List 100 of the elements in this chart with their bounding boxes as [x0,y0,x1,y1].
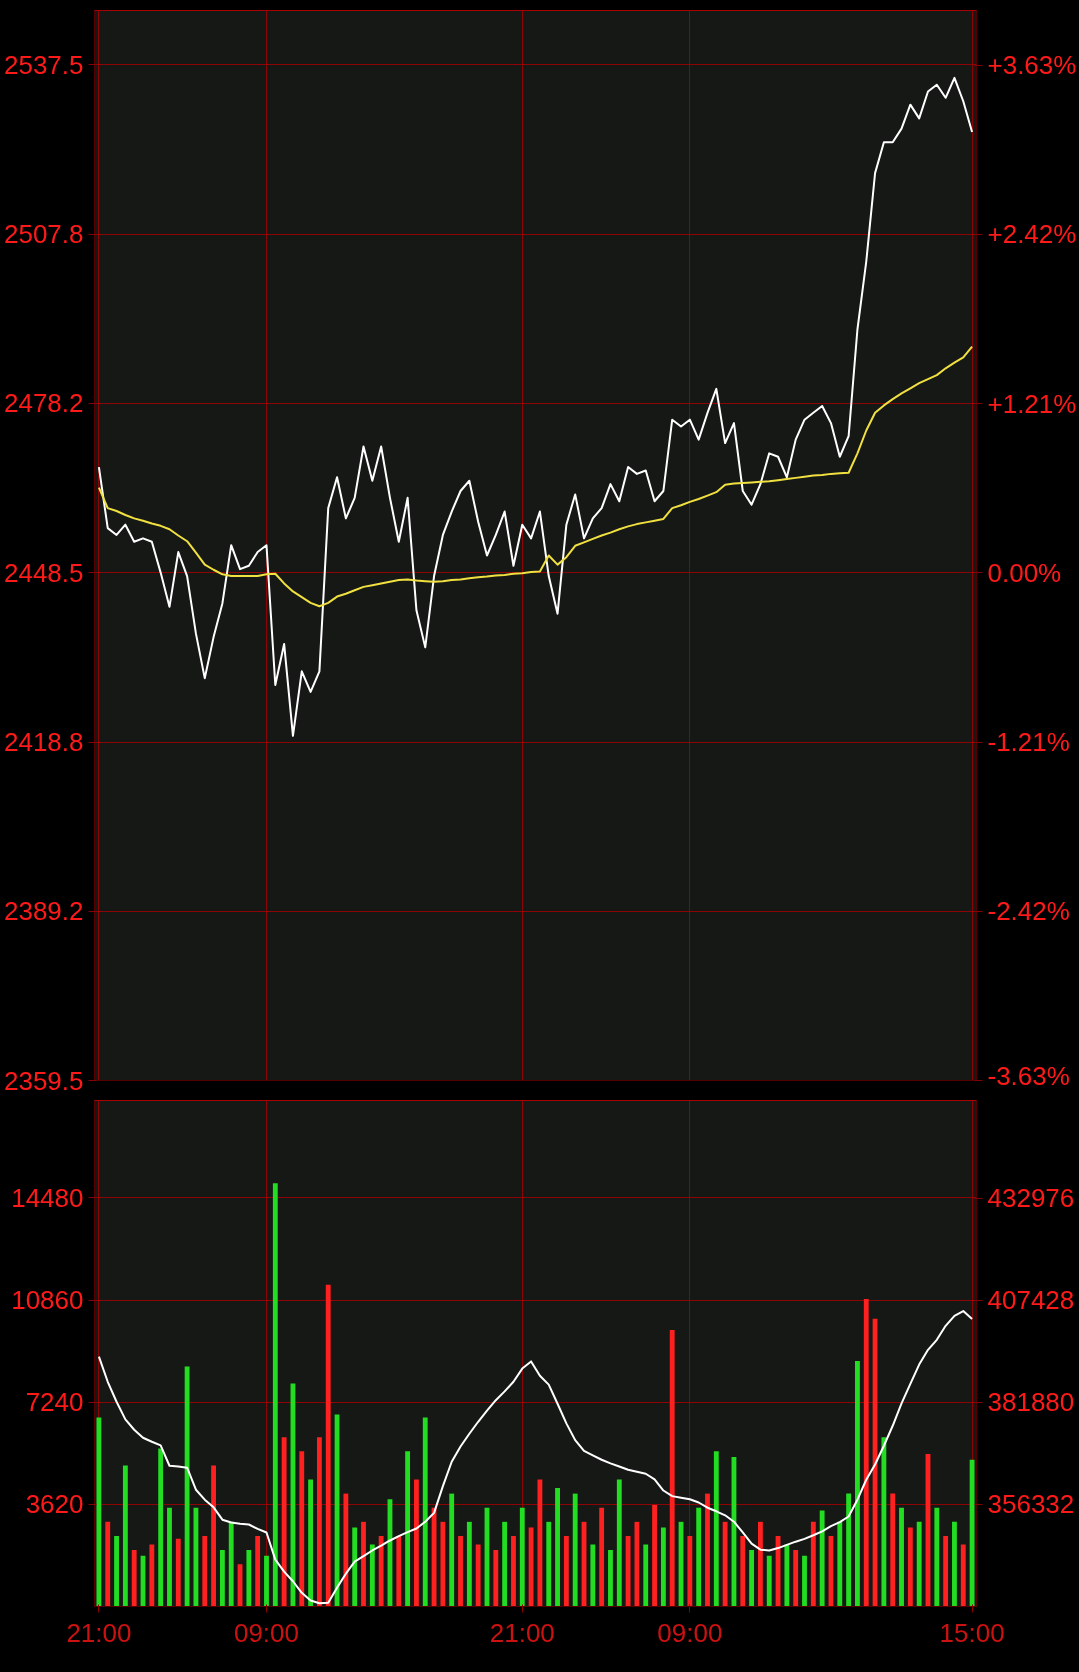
y-tick-label: 7240 [25,1387,84,1418]
bar [907,1527,913,1607]
bar [793,1550,799,1607]
bar [572,1493,578,1607]
y2-tick-label: +2.42% [987,219,1077,250]
bar [846,1493,852,1607]
bar [422,1417,428,1607]
y-tick-label: 10860 [11,1285,84,1316]
bar [343,1493,349,1607]
bar [916,1521,922,1607]
bar [960,1544,966,1607]
bar [114,1535,119,1607]
bar [555,1487,560,1607]
bar [952,1521,957,1607]
line-series [97,345,974,608]
bar [528,1527,534,1607]
bar [599,1507,605,1607]
x-tick-label: 09:00 [657,1617,723,1648]
bar [211,1465,216,1607]
y-tick-label: 2448.5 [3,557,84,588]
bar [643,1544,649,1607]
bar [705,1493,710,1607]
bar [899,1507,904,1607]
y2-tick-label: 356332 [987,1489,1075,1520]
bar [405,1451,411,1607]
y-tick-label: 2389.2 [3,896,84,927]
bar [749,1550,755,1607]
bar [766,1555,772,1607]
bar [757,1521,763,1607]
y-tick-label: 2418.8 [3,727,84,758]
bar [475,1544,481,1607]
bar [590,1544,596,1607]
y-tick-label: 2478.2 [3,388,84,419]
bar [449,1493,455,1607]
bar [563,1535,569,1607]
bar [466,1521,472,1607]
y2-tick-label: -3.63% [987,1060,1070,1091]
bar [255,1535,261,1607]
bar [934,1507,940,1607]
bar [228,1521,234,1607]
bar [105,1521,111,1607]
bar [625,1535,631,1607]
y2-tick-label: 432976 [987,1183,1075,1214]
bar [369,1544,375,1607]
bar [802,1555,807,1607]
x-tick-label: 09:00 [233,1617,300,1648]
bar [546,1521,552,1607]
bar [281,1437,287,1607]
bar [202,1535,208,1607]
bar [511,1535,516,1607]
y-tick-label: 2359.5 [3,1065,84,1096]
bar [660,1527,666,1607]
y2-tick-label: 0.00% [987,557,1062,588]
bar [943,1535,949,1607]
bar [175,1538,181,1607]
bar [819,1510,825,1607]
bar [890,1493,896,1607]
y2-tick-label: 381880 [987,1387,1075,1418]
y2-tick-label: -2.42% [987,896,1070,927]
bar [537,1479,543,1607]
bar [158,1448,164,1607]
bar [299,1451,305,1607]
bar [696,1507,702,1607]
bar [863,1298,869,1607]
bar [440,1521,446,1607]
bar [219,1550,225,1607]
bar [881,1437,887,1607]
y2-tick-label: -1.21% [987,727,1070,758]
bar [272,1183,278,1607]
bar [855,1360,860,1607]
bar [784,1544,790,1607]
bar [96,1417,102,1607]
bar [502,1521,508,1607]
y2-tick-label: +1.21% [987,388,1077,419]
y-tick-label: 2507.8 [3,219,84,250]
bar [316,1437,322,1607]
x-tick-label: 21:00 [66,1617,132,1648]
bar [325,1284,331,1607]
bar [264,1555,269,1607]
y-tick-label: 2537.5 [3,49,84,80]
bar [308,1479,314,1607]
bar [713,1451,719,1607]
bar [493,1550,499,1607]
bar [740,1535,746,1607]
y-tick-label: 14480 [11,1182,84,1213]
y2-tick-label: 407428 [987,1285,1075,1316]
bar [414,1479,419,1607]
bar [122,1465,128,1607]
bar [167,1507,172,1607]
bar [458,1535,463,1607]
line-series [97,76,974,737]
bar [352,1527,358,1607]
bar [722,1521,728,1607]
bar [184,1366,190,1607]
bar [378,1535,384,1607]
bar [131,1550,137,1607]
bar [361,1521,366,1607]
bar [396,1535,402,1607]
bar [616,1479,622,1607]
bar [969,1459,975,1607]
